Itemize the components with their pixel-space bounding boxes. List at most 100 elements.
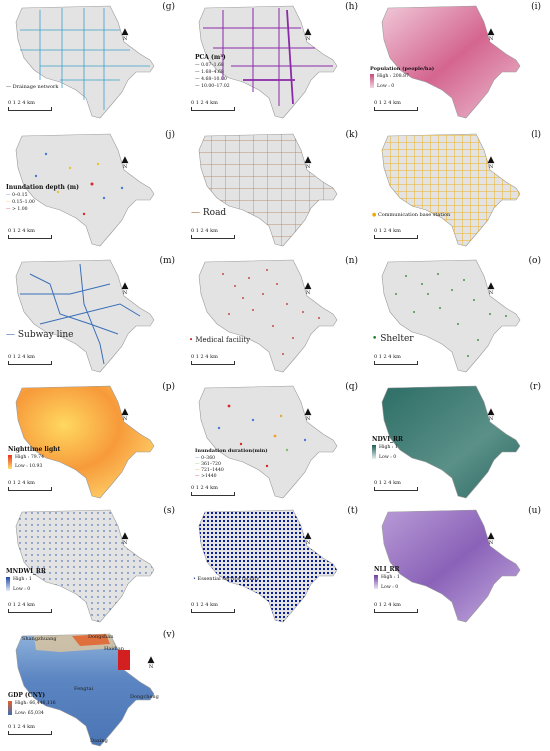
scale-bar: 0 1 2 4 km (8, 724, 52, 735)
ndvi-high: High : 1 (379, 445, 398, 450)
population-ramp (370, 74, 374, 88)
scale-bar: 0 1 2 4 km (191, 602, 235, 613)
panel-letter: (v) (162, 630, 175, 640)
place-label: Daxing (90, 738, 108, 744)
panel-m-subway-map: (m) — Subway line ▲ N 0 1 2 4 km (0, 254, 183, 377)
place-label: Shangzhuang (22, 636, 57, 642)
panel-k-road-map: (k) — Road ▲ N 0 1 2 4 km (183, 128, 366, 251)
panel-u-nli-map: (u) NLI_RR High : 1 Low : 0 ▲ N 0 1 2 4 k… (366, 504, 549, 627)
scale-bar: 0 1 2 4 km (191, 354, 235, 365)
north-arrow-icon: ▲ N (304, 531, 312, 547)
scale-bar: 0 1 2 4 km (8, 100, 52, 111)
north-arrow-icon: ▲ N (487, 27, 495, 43)
duration-legend-item: — 721–1440 (195, 468, 224, 473)
panel-letter: (i) (531, 2, 541, 12)
place-label: Dongcheng (130, 694, 159, 700)
inundation-depth-map (15, 133, 155, 247)
shelter-legend: • Shelter (372, 334, 414, 344)
place-label: Dongshan (88, 634, 114, 640)
station-legend: ● Communication base station (372, 212, 451, 218)
depth-legend-item: — > 1.00 (6, 207, 28, 212)
panel-i-population-map: (i) Population (people/ha) High : 208.87… (366, 0, 549, 123)
panel-letter: (h) (345, 2, 358, 12)
panel-o-shelter-map: (o) • Shelter ▲ N 0 1 2 4 km (366, 254, 549, 377)
essential-legend: • Essential service facility (193, 576, 260, 582)
light-ramp (8, 455, 12, 469)
medical-map (198, 259, 338, 373)
north-arrow-icon: ▲ N (304, 155, 312, 171)
north-arrow-icon: ▲ N (121, 27, 129, 43)
north-arrow-icon: ▲ N (304, 281, 312, 297)
gdp-ramp (8, 701, 12, 715)
panel-t-essential-service-map: (t) • Essential service facility ▲ N 0 1 … (183, 504, 366, 627)
light-high: High : 79.74 (15, 455, 44, 460)
nli-ramp (374, 575, 378, 589)
panel-j-inundation-depth-map: (j) Inundation depth (m) — 0–0.15 — 0.15… (0, 128, 183, 251)
north-arrow-icon: ▲ N (147, 655, 155, 671)
mndwi-legend-title: MNDWI_RR (6, 568, 46, 575)
subway-legend: — Subway line (6, 330, 74, 340)
ndvi-low: Low : 0 (379, 455, 397, 460)
north-arrow-icon: ▲ N (487, 407, 495, 423)
north-arrow-icon: ▲ N (487, 281, 495, 297)
scale-bar: 0 1 2 4 km (191, 485, 235, 496)
scale-bar: 0 1 2 4 km (374, 354, 418, 365)
scale-bar: 0 1 2 4 km (191, 100, 235, 111)
panel-letter: (r) (529, 382, 541, 392)
scale-bar: 0 1 2 4 km (374, 100, 418, 111)
drainage-map (15, 5, 155, 119)
gdp-low: Low: 65,034 (15, 711, 44, 716)
depth-legend-item: — 0–0.15 (6, 193, 28, 198)
scale-bar: 0 1 2 4 km (8, 602, 52, 613)
drainage-legend-label: Drainage network (12, 84, 59, 90)
panel-q-inundation-duration-map: (q) Inundation duration(min) — 0–360 — 3… (183, 380, 366, 503)
scale-bar: 0 1 2 4 km (374, 228, 418, 239)
panel-letter: (k) (345, 130, 358, 140)
population-low: Low : 0 (377, 84, 395, 89)
north-arrow-icon: ▲ N (121, 155, 129, 171)
pca-legend-item: — 4.68–10.00 (195, 77, 227, 82)
light-low: Low : 10.93 (15, 464, 43, 469)
panel-letter: (l) (531, 130, 541, 140)
duration-legend-item: — 361–720 (195, 462, 221, 467)
panel-l-base-station-map: (l) ● Communication base station ▲ N 0 1 … (366, 128, 549, 251)
panel-letter: (o) (528, 256, 541, 266)
panel-g-drainage-map: (g) — Drainage network ▲ N 0 1 2 4 km (0, 0, 183, 123)
panel-letter: (g) (162, 2, 175, 12)
scale-bar: 0 1 2 4 km (374, 602, 418, 613)
subway-map (15, 259, 155, 373)
scale-bar: 0 1 2 4 km (374, 480, 418, 491)
duration-legend-title: Inundation duration(min) (195, 448, 268, 454)
place-label: Haidian (104, 646, 124, 652)
gdp-high: High: 66,446,116 (15, 701, 56, 706)
panel-letter: (p) (162, 382, 175, 392)
panel-p-nighttime-light-map: (p) Nighttime light High : 79.74 Low : 1… (0, 380, 183, 503)
shelter-map (381, 259, 521, 373)
north-arrow-icon: ▲ N (121, 407, 129, 423)
pca-legend-item: — 0.07–1.68 (195, 63, 224, 68)
panel-letter: (j) (165, 130, 175, 140)
scale-bar: 0 1 2 4 km (191, 228, 235, 239)
scale-bar: 0 1 2 4 km (8, 480, 52, 491)
road-legend-label: Road (202, 208, 227, 218)
scale-bar: 0 1 2 4 km (8, 228, 52, 239)
ndvi-ramp (372, 445, 376, 459)
gdp-legend-title: GDP (CNY) (8, 692, 46, 699)
ndvi-legend-title: NDVI_RR (372, 436, 404, 443)
gdp-map (15, 633, 155, 747)
pca-legend-title: PCA (m³) (195, 54, 226, 61)
north-arrow-icon: ▲ N (304, 407, 312, 423)
panel-letter: (q) (345, 382, 358, 392)
panel-letter: (s) (163, 506, 175, 516)
panel-letter: (n) (345, 256, 358, 266)
panel-v-gdp-map: (v) Shangzhuang Dongshan Haidian Fengtai… (0, 628, 183, 749)
pca-map (198, 5, 338, 119)
panel-letter: (m) (159, 256, 175, 266)
panel-s-mndwi-map: (s) MNDWI_RR High : 1 Low : 0 ▲ N 0 1 2 4… (0, 504, 183, 627)
panel-r-ndvi-map: (r) NDVI_RR High : 1 Low : 0 ▲ N 0 1 2 4 … (366, 380, 549, 503)
road-legend: — Road (191, 208, 227, 218)
panel-letter: (u) (528, 506, 541, 516)
panel-h-pca-map: (h) PCA (m³) — 0.07–1.68 — 1.68–4.68 — 4… (183, 0, 366, 123)
north-arrow-icon: ▲ N (121, 531, 129, 547)
